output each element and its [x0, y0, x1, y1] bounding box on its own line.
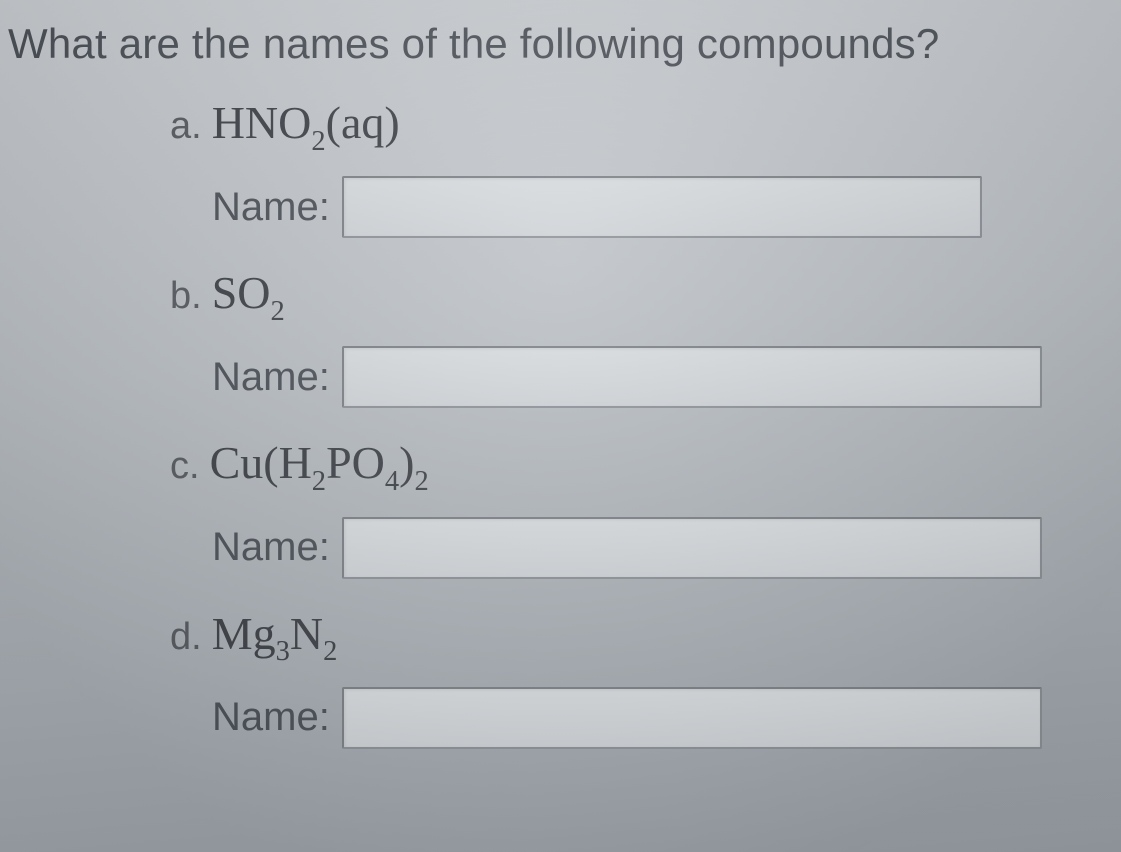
question-item-a: a. HNO2(aq) Name: [170, 96, 1121, 238]
formula-row-b: b. SO2 [170, 266, 285, 326]
item-letter-d: d. [170, 616, 202, 659]
question-item-b: b. SO2 Name: [170, 266, 1121, 408]
formula-row-d: d. Mg3N2 [170, 607, 337, 667]
name-input-a[interactable] [342, 176, 982, 238]
question-item-c: c. Cu(H2PO4)2 Name: [170, 436, 1121, 578]
chemical-formula-a: HNO2(aq) [212, 96, 400, 156]
item-letter-b: b. [170, 275, 202, 318]
answer-row-c: Name: [212, 517, 1121, 579]
name-input-c[interactable] [342, 517, 1042, 579]
answer-row-a: Name: [212, 176, 1121, 238]
worksheet-container: What are the names of the following comp… [0, 0, 1121, 749]
question-item-d: d. Mg3N2 Name: [170, 607, 1121, 749]
answer-row-b: Name: [212, 346, 1121, 408]
item-letter-c: c. [170, 445, 200, 488]
chemical-formula-d: Mg3N2 [212, 607, 338, 667]
name-label-b: Name: [212, 355, 330, 400]
formula-row-c: c. Cu(H2PO4)2 [170, 436, 429, 496]
question-text: What are the names of the following comp… [8, 20, 1121, 68]
name-label-a: Name: [212, 185, 330, 230]
answer-row-d: Name: [212, 687, 1121, 749]
name-input-b[interactable] [342, 346, 1042, 408]
name-input-d[interactable] [342, 687, 1042, 749]
name-label-c: Name: [212, 525, 330, 570]
chemical-formula-c: Cu(H2PO4)2 [210, 436, 429, 496]
formula-row-a: a. HNO2(aq) [170, 96, 400, 156]
chemical-formula-b: SO2 [212, 266, 285, 326]
item-letter-a: a. [170, 105, 202, 148]
name-label-d: Name: [212, 695, 330, 740]
